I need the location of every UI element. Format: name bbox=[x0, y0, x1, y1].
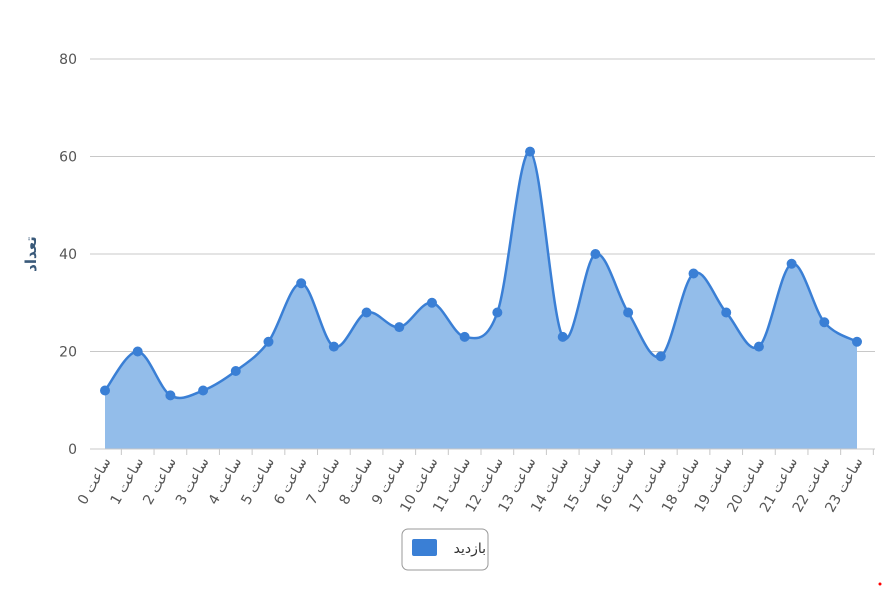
data-point-3[interactable] bbox=[198, 385, 209, 396]
series-area-fill bbox=[105, 151, 857, 449]
data-point-19[interactable] bbox=[721, 307, 732, 318]
data-point-12[interactable] bbox=[492, 307, 503, 318]
data-point-16[interactable] bbox=[623, 307, 634, 318]
series-area bbox=[100, 146, 862, 449]
legend-series-name: بازدید bbox=[454, 541, 486, 557]
data-point-5[interactable] bbox=[263, 336, 274, 347]
y-tick-80: 80 bbox=[59, 52, 77, 68]
y-tick-60: 60 bbox=[59, 150, 77, 166]
y-tick-20: 20 bbox=[59, 345, 77, 361]
data-point-18[interactable] bbox=[688, 268, 699, 279]
data-point-10[interactable] bbox=[426, 297, 437, 308]
y-tick-40: 40 bbox=[59, 247, 77, 263]
x-axis bbox=[90, 448, 875, 455]
data-point-9[interactable] bbox=[394, 322, 405, 333]
data-point-7[interactable] bbox=[328, 341, 339, 352]
legend-swatch bbox=[412, 539, 437, 556]
y-axis-label: تعداد bbox=[22, 236, 40, 272]
data-point-6[interactable] bbox=[296, 278, 307, 289]
data-point-8[interactable] bbox=[361, 307, 372, 318]
data-point-23[interactable] bbox=[852, 336, 862, 347]
data-point-17[interactable] bbox=[655, 351, 666, 362]
data-point-21[interactable] bbox=[786, 258, 797, 269]
data-point-2[interactable] bbox=[165, 390, 176, 401]
legend[interactable]: بازدید bbox=[401, 528, 489, 571]
corner-dot bbox=[878, 582, 882, 586]
data-point-11[interactable] bbox=[459, 331, 470, 342]
data-point-0[interactable] bbox=[100, 385, 110, 396]
data-point-15[interactable] bbox=[590, 249, 601, 259]
data-point-20[interactable] bbox=[753, 341, 764, 352]
y-tick-0: 0 bbox=[68, 442, 77, 458]
data-point-4[interactable] bbox=[230, 366, 241, 376]
data-point-22[interactable] bbox=[819, 317, 830, 328]
data-point-13[interactable] bbox=[525, 146, 536, 157]
data-point-1[interactable] bbox=[132, 346, 143, 357]
data-point-14[interactable] bbox=[557, 331, 568, 342]
y-tick-labels: 0 20 40 60 80 bbox=[59, 52, 77, 458]
